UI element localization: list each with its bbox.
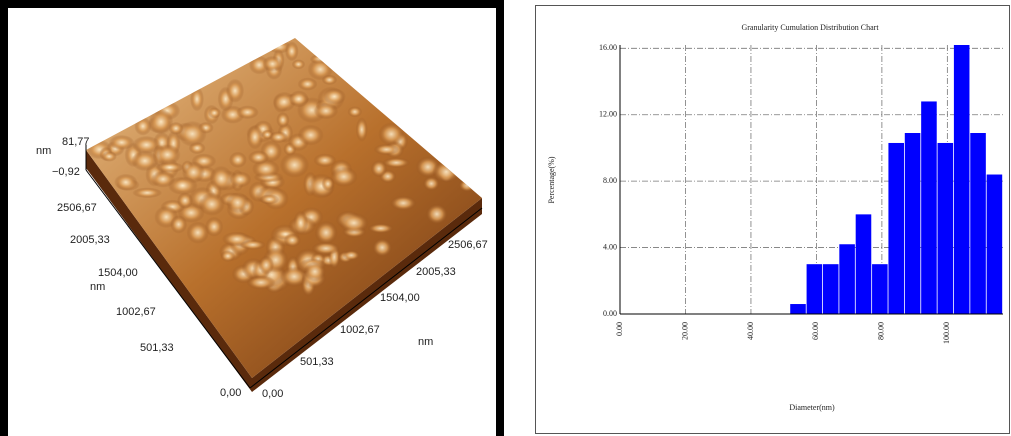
bump — [321, 177, 334, 192]
bar — [872, 264, 888, 314]
bump — [293, 211, 308, 235]
bump — [269, 131, 288, 143]
y-tick-label: 501,33 — [140, 342, 174, 354]
bar — [970, 133, 986, 314]
bar — [790, 304, 806, 314]
bump — [247, 125, 264, 149]
bump — [314, 221, 337, 245]
bump — [368, 223, 394, 233]
bump — [199, 192, 225, 215]
bump — [168, 176, 198, 195]
bar — [807, 264, 823, 314]
bump — [178, 121, 207, 147]
y-tick-label: 16.00 — [599, 43, 617, 52]
x-tick-label: 100.00 — [942, 322, 951, 344]
bump — [132, 188, 162, 199]
bar — [938, 143, 954, 314]
figure: 81,77 nm −0,92 2506,67 2005,33 1504,00 n… — [0, 0, 1011, 436]
bump — [323, 88, 346, 105]
bar — [823, 264, 839, 314]
y-tick-label: 1504,00 — [98, 267, 138, 279]
x-tick-label: 2005,33 — [416, 266, 456, 278]
x-tick-label: 1002,67 — [340, 324, 380, 336]
bump — [230, 171, 252, 187]
bump — [114, 174, 138, 191]
y-tick-label: 12.00 — [599, 110, 617, 119]
bump — [236, 105, 259, 119]
bar — [839, 244, 855, 314]
y-axis-label: Percentage(%) — [547, 156, 556, 203]
bump — [372, 238, 392, 257]
bump — [390, 196, 417, 211]
page: 81,77 nm −0,92 2506,67 2005,33 1504,00 n… — [0, 0, 1011, 436]
bump — [226, 192, 249, 213]
bar — [905, 133, 921, 314]
bump — [284, 233, 301, 247]
z-min: −0,92 — [52, 166, 80, 178]
bump — [374, 144, 399, 155]
bump — [258, 256, 274, 275]
x-tick-label: 20.00 — [680, 322, 689, 340]
y-tick-label: 0.00 — [603, 309, 617, 318]
y-tick-label: 0,00 — [220, 387, 241, 399]
bump — [285, 41, 299, 61]
x-tick-label: 1504,00 — [380, 292, 420, 304]
bump — [210, 166, 233, 191]
y-unit: nm — [90, 281, 105, 293]
bump — [262, 56, 283, 72]
bump — [248, 150, 269, 164]
chart-title: Granularity Cumulation Distribution Char… — [741, 23, 879, 32]
bump — [208, 107, 221, 118]
bump — [109, 135, 135, 150]
y-tick-label: 2005,33 — [70, 234, 110, 246]
z-max: 81,77 — [62, 136, 90, 148]
bump — [298, 125, 324, 146]
bump — [246, 275, 275, 289]
bump — [371, 160, 387, 177]
bump — [170, 215, 187, 233]
bump — [339, 213, 369, 233]
afm-panel: 81,77 nm −0,92 2506,67 2005,33 1504,00 n… — [4, 4, 500, 436]
y-tick-label: 8.00 — [603, 176, 617, 185]
x-axis-label: Diameter(nm) — [789, 403, 835, 412]
bar — [856, 214, 872, 314]
z-unit: nm — [36, 145, 51, 157]
x-tick-label: 2506,67 — [448, 239, 488, 251]
bar — [888, 143, 904, 314]
bar — [921, 101, 937, 314]
y-tick-label: 1002,67 — [116, 306, 156, 318]
bump — [314, 103, 339, 120]
bump — [276, 112, 289, 128]
bump — [187, 221, 210, 243]
bump — [154, 144, 181, 165]
bump — [356, 117, 368, 142]
x-tick-label: 60.00 — [811, 322, 820, 340]
bump — [426, 204, 448, 225]
bump — [298, 77, 318, 90]
y-tick-label: 4.00 — [603, 242, 617, 251]
bar — [954, 45, 970, 314]
y-tick-label: 2506,67 — [57, 202, 97, 214]
bump — [102, 151, 117, 162]
bump — [229, 152, 247, 168]
x-unit: nm — [418, 336, 433, 348]
x-tick-label: 40.00 — [746, 322, 755, 340]
bump — [259, 194, 279, 204]
bump — [322, 75, 338, 85]
chart-panel: Granularity Cumulation Distribution Char… — [536, 6, 1010, 434]
x-tick-label: 501,33 — [300, 356, 334, 368]
x-tick-label: 0,00 — [262, 388, 283, 400]
bump — [289, 90, 309, 107]
bump — [226, 79, 244, 103]
bump — [343, 250, 361, 260]
bump — [168, 122, 183, 135]
bump — [304, 262, 326, 282]
x-tick-label: 0.00 — [615, 322, 624, 336]
bar — [987, 175, 1003, 314]
x-tick-label: 80.00 — [877, 322, 886, 340]
bump — [347, 106, 362, 117]
bump — [280, 152, 309, 178]
bump — [240, 240, 266, 250]
